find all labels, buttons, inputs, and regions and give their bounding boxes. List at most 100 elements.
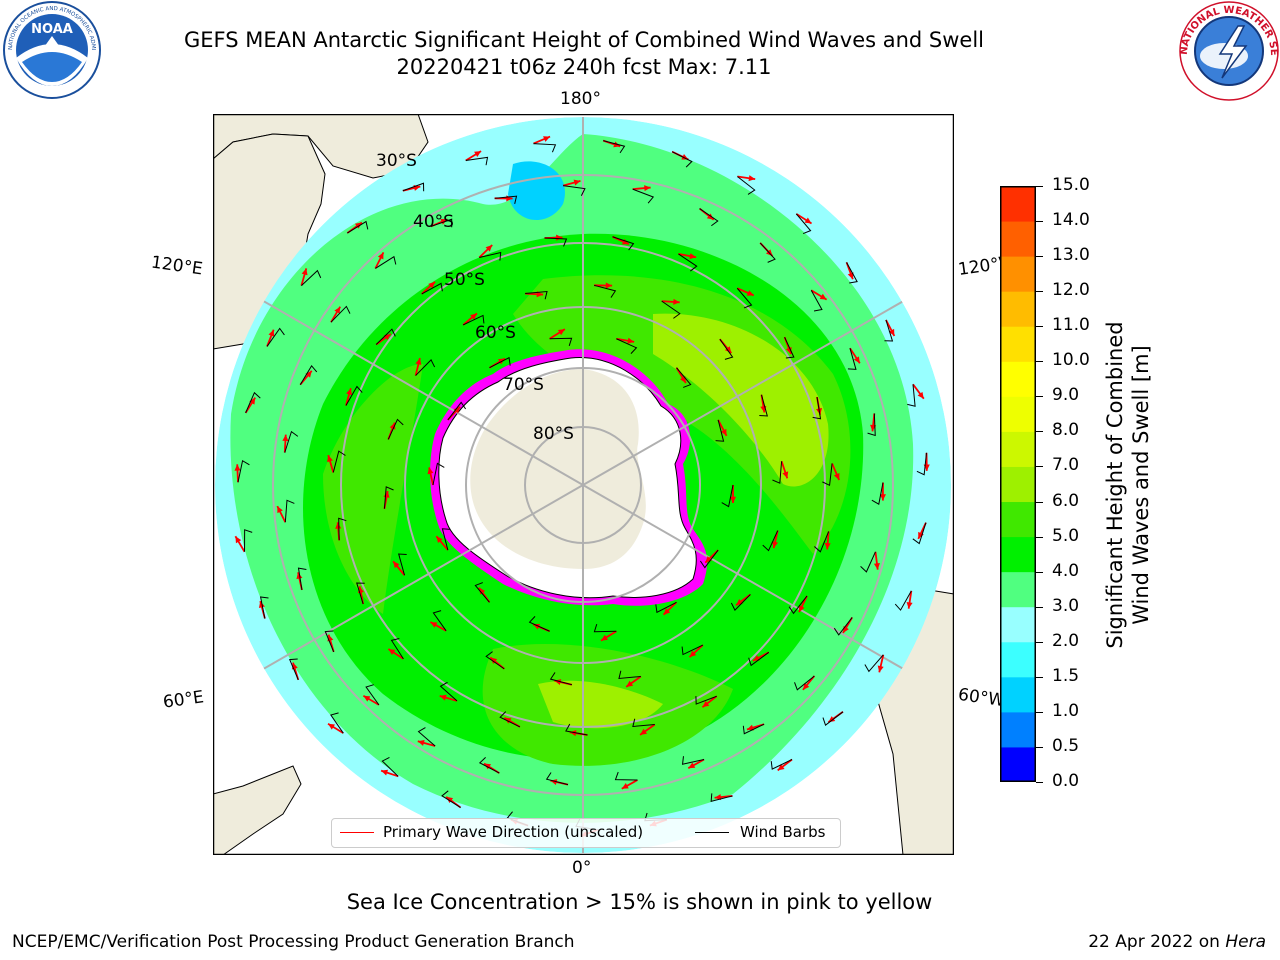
wind-barb <box>390 637 404 660</box>
wind-barb <box>499 711 521 728</box>
colorbar-segment <box>1000 676 1036 713</box>
wave-direction-arrowhead <box>782 471 789 479</box>
colorbar-segment <box>1000 536 1036 573</box>
wave-direction-arrowhead <box>802 683 810 690</box>
colorbar-tick-mark <box>1036 396 1043 398</box>
colorbar-tick-label: 13.0 <box>1052 245 1090 266</box>
wave-direction-arrowhead <box>917 391 924 399</box>
wind-barb <box>284 430 299 453</box>
wave-direction-arrowhead <box>819 293 827 300</box>
wave-direction-arrowhead <box>334 306 341 314</box>
wave-direction-arrowhead <box>427 467 434 475</box>
wind-barb <box>813 531 830 553</box>
colorbar-tick-label: 11.0 <box>1052 315 1090 336</box>
wave-direction-arrowhead <box>627 337 635 344</box>
wind-barb <box>525 290 548 300</box>
map-legend: Primary Wave Direction (unscaled) Wind B… <box>331 818 841 848</box>
colorbar-tick-label: 9.0 <box>1052 385 1080 406</box>
wave-direction-arrowhead <box>772 541 779 549</box>
wind-barb <box>439 681 458 702</box>
wind-barb <box>715 419 725 442</box>
wind-barb <box>489 356 511 369</box>
wind-barb <box>485 651 505 670</box>
wind-barb <box>432 610 447 632</box>
wave-direction-arrowhead <box>752 655 760 661</box>
wind-barb <box>494 195 518 205</box>
vector-layer <box>234 135 930 837</box>
wave-direction-arrowhead <box>877 665 884 673</box>
wave-direction-arrowhead <box>430 622 438 628</box>
lat-label-30s: 30°S <box>376 151 417 171</box>
colorbar-tick-mark <box>1036 536 1043 538</box>
wave-direction-arrowhead <box>673 298 680 305</box>
noaa-logo-icon: NOAA NATIONAL OCEANIC AND ATMOSPHERIC AD… <box>2 0 101 99</box>
wind-barb <box>884 319 894 342</box>
colorbar-label: Significant Height of Combined Wind Wave… <box>1102 255 1154 715</box>
wave-direction-arrowhead <box>746 724 754 731</box>
wind-barb <box>794 675 815 691</box>
wind-barb <box>770 759 793 770</box>
colorbar-tick-mark <box>1036 466 1043 468</box>
wave-direction-arrowhead <box>377 252 384 260</box>
wind-barb <box>678 253 698 272</box>
wind-barb <box>655 601 677 614</box>
wave-direction-arrowhead <box>235 536 242 544</box>
lat-label-60s: 60°S <box>475 323 516 343</box>
wave-direction-arrowhead <box>485 245 493 252</box>
colorbar-segment <box>1000 466 1036 503</box>
wave-direction-arrowhead <box>705 556 712 563</box>
chart-title: GEFS MEAN Antarctic Significant Height o… <box>183 28 985 52</box>
wind-barb <box>710 793 733 802</box>
colorbar-label-line2: Wind Waves and Swell [m] <box>1129 345 1153 625</box>
colorbar-tick-label: 1.5 <box>1052 665 1080 686</box>
wind-barb <box>549 672 573 686</box>
wind-barb <box>415 359 436 376</box>
wind-barb <box>324 630 335 653</box>
wind-barb <box>430 218 453 228</box>
colorbar-tick-label: 14.0 <box>1052 210 1090 231</box>
colorbar-segment <box>1000 186 1036 222</box>
wind-barb <box>365 684 380 706</box>
wind-barb <box>695 695 717 705</box>
colorbar-tick-mark <box>1036 641 1043 643</box>
colorbar-tick-mark <box>1036 676 1043 678</box>
wind-barb <box>356 582 365 605</box>
wave-direction-arrowhead <box>720 428 727 436</box>
wave-direction-arrowhead <box>282 434 289 442</box>
wave-direction-arrowhead <box>799 605 805 613</box>
wind-barbs-legend-label: Wind Barbs <box>740 823 826 841</box>
wind-barb <box>784 336 795 359</box>
chart-subtitle: 20220421 t06z 240h fcst Max: 7.11 <box>396 55 772 79</box>
wave-direction-arrowhead <box>328 723 335 730</box>
polar-map <box>213 114 954 855</box>
wind-barb <box>266 327 285 347</box>
wave-direction-arrowhead <box>234 464 241 471</box>
wind-barb <box>533 143 557 153</box>
colorbar <box>1000 186 1036 782</box>
wind-barbs-legend-swatch <box>695 832 729 833</box>
nws-logo-icon: NATIONAL WEATHER SERVICE <box>1178 0 1279 101</box>
lat-label-70s: 70°S <box>503 375 544 395</box>
wave-direction-arrowhead <box>601 634 608 641</box>
wind-barb <box>676 367 692 388</box>
colorbar-segment <box>1000 711 1036 748</box>
wave-direction-arrowhead <box>853 356 860 364</box>
wind-barb <box>833 617 853 636</box>
wind-barb <box>462 314 485 326</box>
wave-direction-arrowhead <box>446 796 454 803</box>
wind-barb <box>822 711 844 726</box>
wind-barb <box>681 644 704 656</box>
colorbar-tick-label: 0.5 <box>1052 735 1080 756</box>
wind-barb <box>632 188 655 204</box>
wind-barb <box>474 582 490 603</box>
wind-barb <box>681 756 705 765</box>
wind-barb <box>772 461 783 484</box>
wave-direction-arrowhead <box>748 175 756 182</box>
colorbar-tick-mark <box>1036 256 1043 258</box>
wave-direction-arrowhead <box>626 680 634 687</box>
credit-text: NCEP/EMC/Verification Post Processing Pr… <box>12 932 575 952</box>
wind-barb <box>563 185 586 196</box>
colorbar-tick-mark <box>1036 606 1043 608</box>
colorbar-tick-label: 15.0 <box>1052 175 1090 195</box>
wind-barb <box>737 176 756 195</box>
